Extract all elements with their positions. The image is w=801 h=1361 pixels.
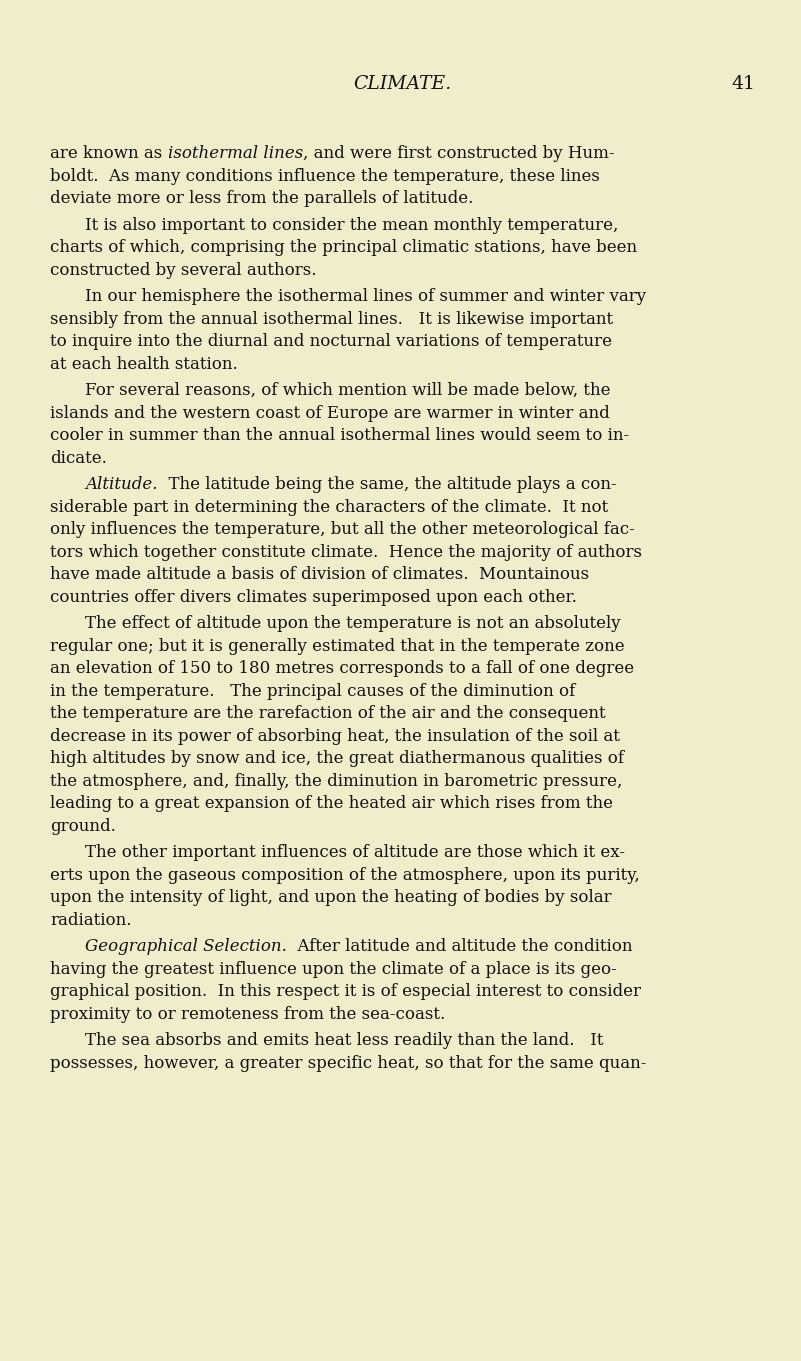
Text: , and were first constructed by Hum-: , and were first constructed by Hum- (303, 146, 614, 162)
Text: the temperature are the rarefaction of the air and the consequent: the temperature are the rarefaction of t… (50, 705, 606, 721)
Text: charts of which, comprising the principal climatic stations, have been: charts of which, comprising the principa… (50, 240, 637, 256)
Text: high altitudes by snow and ice, the great diathermanous qualities of: high altitudes by snow and ice, the grea… (50, 750, 624, 768)
Text: The effect of altitude upon the temperature is not an absolutely: The effect of altitude upon the temperat… (85, 615, 621, 632)
Text: the atmosphere, and, finally, the diminution in barometric pressure,: the atmosphere, and, finally, the diminu… (50, 773, 622, 789)
Text: ground.: ground. (50, 818, 116, 834)
Text: The sea absorbs and emits heat less readily than the land.   It: The sea absorbs and emits heat less read… (85, 1032, 603, 1049)
Text: dicate.: dicate. (50, 449, 107, 467)
Text: leading to a great expansion of the heated air which rises from the: leading to a great expansion of the heat… (50, 795, 613, 813)
Text: are known as: are known as (50, 146, 167, 162)
Text: having the greatest influence upon the climate of a place is its geo-: having the greatest influence upon the c… (50, 961, 617, 977)
Text: countries offer divers climates superimposed upon each other.: countries offer divers climates superimp… (50, 588, 577, 606)
Text: 41: 41 (731, 75, 755, 93)
Text: upon the intensity of light, and upon the heating of bodies by solar: upon the intensity of light, and upon th… (50, 889, 612, 906)
Text: isothermal lines: isothermal lines (167, 146, 303, 162)
Text: For several reasons, of which mention will be made below, the: For several reasons, of which mention wi… (85, 382, 610, 399)
Text: CLIMATE.: CLIMATE. (353, 75, 452, 93)
Text: erts upon the gaseous composition of the atmosphere, upon its purity,: erts upon the gaseous composition of the… (50, 867, 640, 883)
Text: tors which together constitute climate.  Hence the majority of authors: tors which together constitute climate. … (50, 543, 642, 561)
Text: In our hemisphere the isothermal lines of summer and winter vary: In our hemisphere the isothermal lines o… (85, 289, 646, 305)
Text: in the temperature.   The principal causes of the diminution of: in the temperature. The principal causes… (50, 682, 575, 700)
Text: siderable part in determining the characters of the climate.  It not: siderable part in determining the charac… (50, 498, 608, 516)
Text: possesses, however, a greater specific heat, so that for the same quan-: possesses, however, a greater specific h… (50, 1055, 646, 1071)
Text: proximity to or remoteness from the sea-coast.: proximity to or remoteness from the sea-… (50, 1006, 445, 1022)
Text: sensibly from the annual isothermal lines.   It is likewise important: sensibly from the annual isothermal line… (50, 310, 613, 328)
Text: radiation.: radiation. (50, 912, 131, 928)
Text: graphical position.  In this respect it is of especial interest to consider: graphical position. In this respect it i… (50, 983, 641, 1000)
Text: have made altitude a basis of division of climates.  Mountainous: have made altitude a basis of division o… (50, 566, 589, 583)
Text: Altitude.: Altitude. (85, 476, 158, 493)
Text: only influences the temperature, but all the other meteorological fac-: only influences the temperature, but all… (50, 521, 634, 538)
Text: boldt.  As many conditions influence the temperature, these lines: boldt. As many conditions influence the … (50, 167, 600, 185)
Text: Geographical Selection.: Geographical Selection. (85, 938, 287, 955)
Text: at each health station.: at each health station. (50, 355, 238, 373)
Text: to inquire into the diurnal and nocturnal variations of temperature: to inquire into the diurnal and nocturna… (50, 333, 612, 350)
Text: It is also important to consider the mean monthly temperature,: It is also important to consider the mea… (85, 216, 618, 234)
Text: constructed by several authors.: constructed by several authors. (50, 261, 316, 279)
Text: The other important influences of altitude are those which it ex-: The other important influences of altitu… (85, 844, 625, 862)
Text: The latitude being the same, the altitude plays a con-: The latitude being the same, the altitud… (158, 476, 616, 493)
Text: cooler in summer than the annual isothermal lines would seem to in-: cooler in summer than the annual isother… (50, 427, 629, 444)
Text: decrease in its power of absorbing heat, the insulation of the soil at: decrease in its power of absorbing heat,… (50, 728, 620, 744)
Text: islands and the western coast of Europe are warmer in winter and: islands and the western coast of Europe … (50, 404, 610, 422)
Text: After latitude and altitude the condition: After latitude and altitude the conditio… (287, 938, 632, 955)
Text: regular one; but it is generally estimated that in the temperate zone: regular one; but it is generally estimat… (50, 637, 625, 655)
Text: deviate more or less from the parallels of latitude.: deviate more or less from the parallels … (50, 191, 473, 207)
Text: an elevation of 150 to 180 metres corresponds to a fall of one degree: an elevation of 150 to 180 metres corres… (50, 660, 634, 676)
